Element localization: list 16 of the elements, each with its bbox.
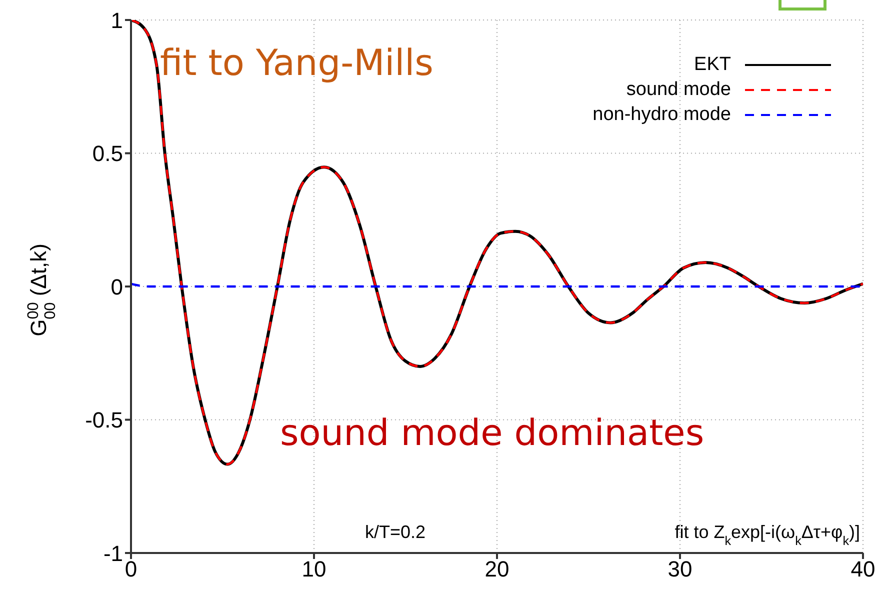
legend-label: EKT [694,53,731,77]
annotation: fit to Yang-Mills [160,43,434,84]
y-tick-label: 1 [110,8,123,33]
annotation: sound mode dominates [280,413,704,454]
y-tick-label: 0 [110,274,123,300]
legend-label: non-hydro mode [592,103,731,127]
y-tick-label: 0.5 [92,141,123,166]
x-tick-label: 30 [668,556,692,582]
x-tick-label: 40 [850,556,876,582]
y-tick-label: -0.5 [85,408,123,433]
annotation: k/T=0.2 [365,522,426,542]
x-tick-label: 10 [302,556,326,582]
annotation: fit to Z$_{k}$exp[-i(ω$_{k}$Δτ+φ$_{k}$)] [674,522,860,548]
legend-label: sound mode [626,78,731,102]
y-tick-label: -1 [103,540,123,566]
x-tick-label: 20 [484,556,510,582]
